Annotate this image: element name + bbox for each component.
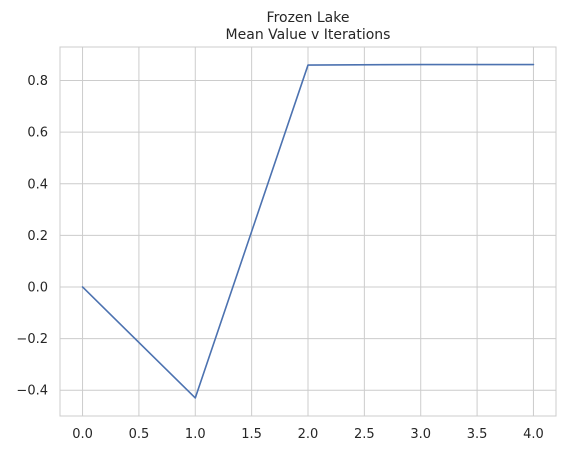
chart-title: Frozen Lake	[267, 10, 350, 26]
x-tick-label: 0.5	[129, 427, 150, 442]
x-tick-label: 1.0	[185, 427, 206, 442]
series-layer	[81, 63, 535, 399]
x-tick-label: 3.5	[467, 427, 488, 442]
x-tick-label: 2.5	[354, 427, 375, 442]
y-tick-label: 0.2	[27, 229, 48, 244]
y-tick-label: 0.0	[27, 280, 48, 295]
y-tick-label: 0.4	[27, 177, 48, 192]
x-tick-label: 4.0	[523, 427, 544, 442]
x-tick-label: 0.0	[72, 427, 93, 442]
x-tick-label: 1.5	[241, 427, 262, 442]
grid	[60, 47, 556, 416]
series-line	[81, 63, 535, 399]
y-tick-label: 0.6	[27, 126, 48, 141]
x-tick-label: 2.0	[298, 427, 319, 442]
x-axis-ticks: 0.0 0.5 1.0 1.5 2.0 2.5 3.0 3.5 4.0	[72, 427, 544, 442]
chart-subtitle: Mean Value v Iterations	[226, 27, 391, 43]
y-tick-label: 0.8	[27, 74, 48, 89]
x-tick-label: 3.0	[410, 427, 431, 442]
plot-frame	[59, 46, 557, 417]
y-axis-ticks: −0.4 −0.2 0.0 0.2 0.4 0.6 0.8	[16, 74, 48, 399]
y-tick-label: −0.2	[16, 332, 48, 347]
y-tick-label: −0.4	[16, 384, 48, 399]
